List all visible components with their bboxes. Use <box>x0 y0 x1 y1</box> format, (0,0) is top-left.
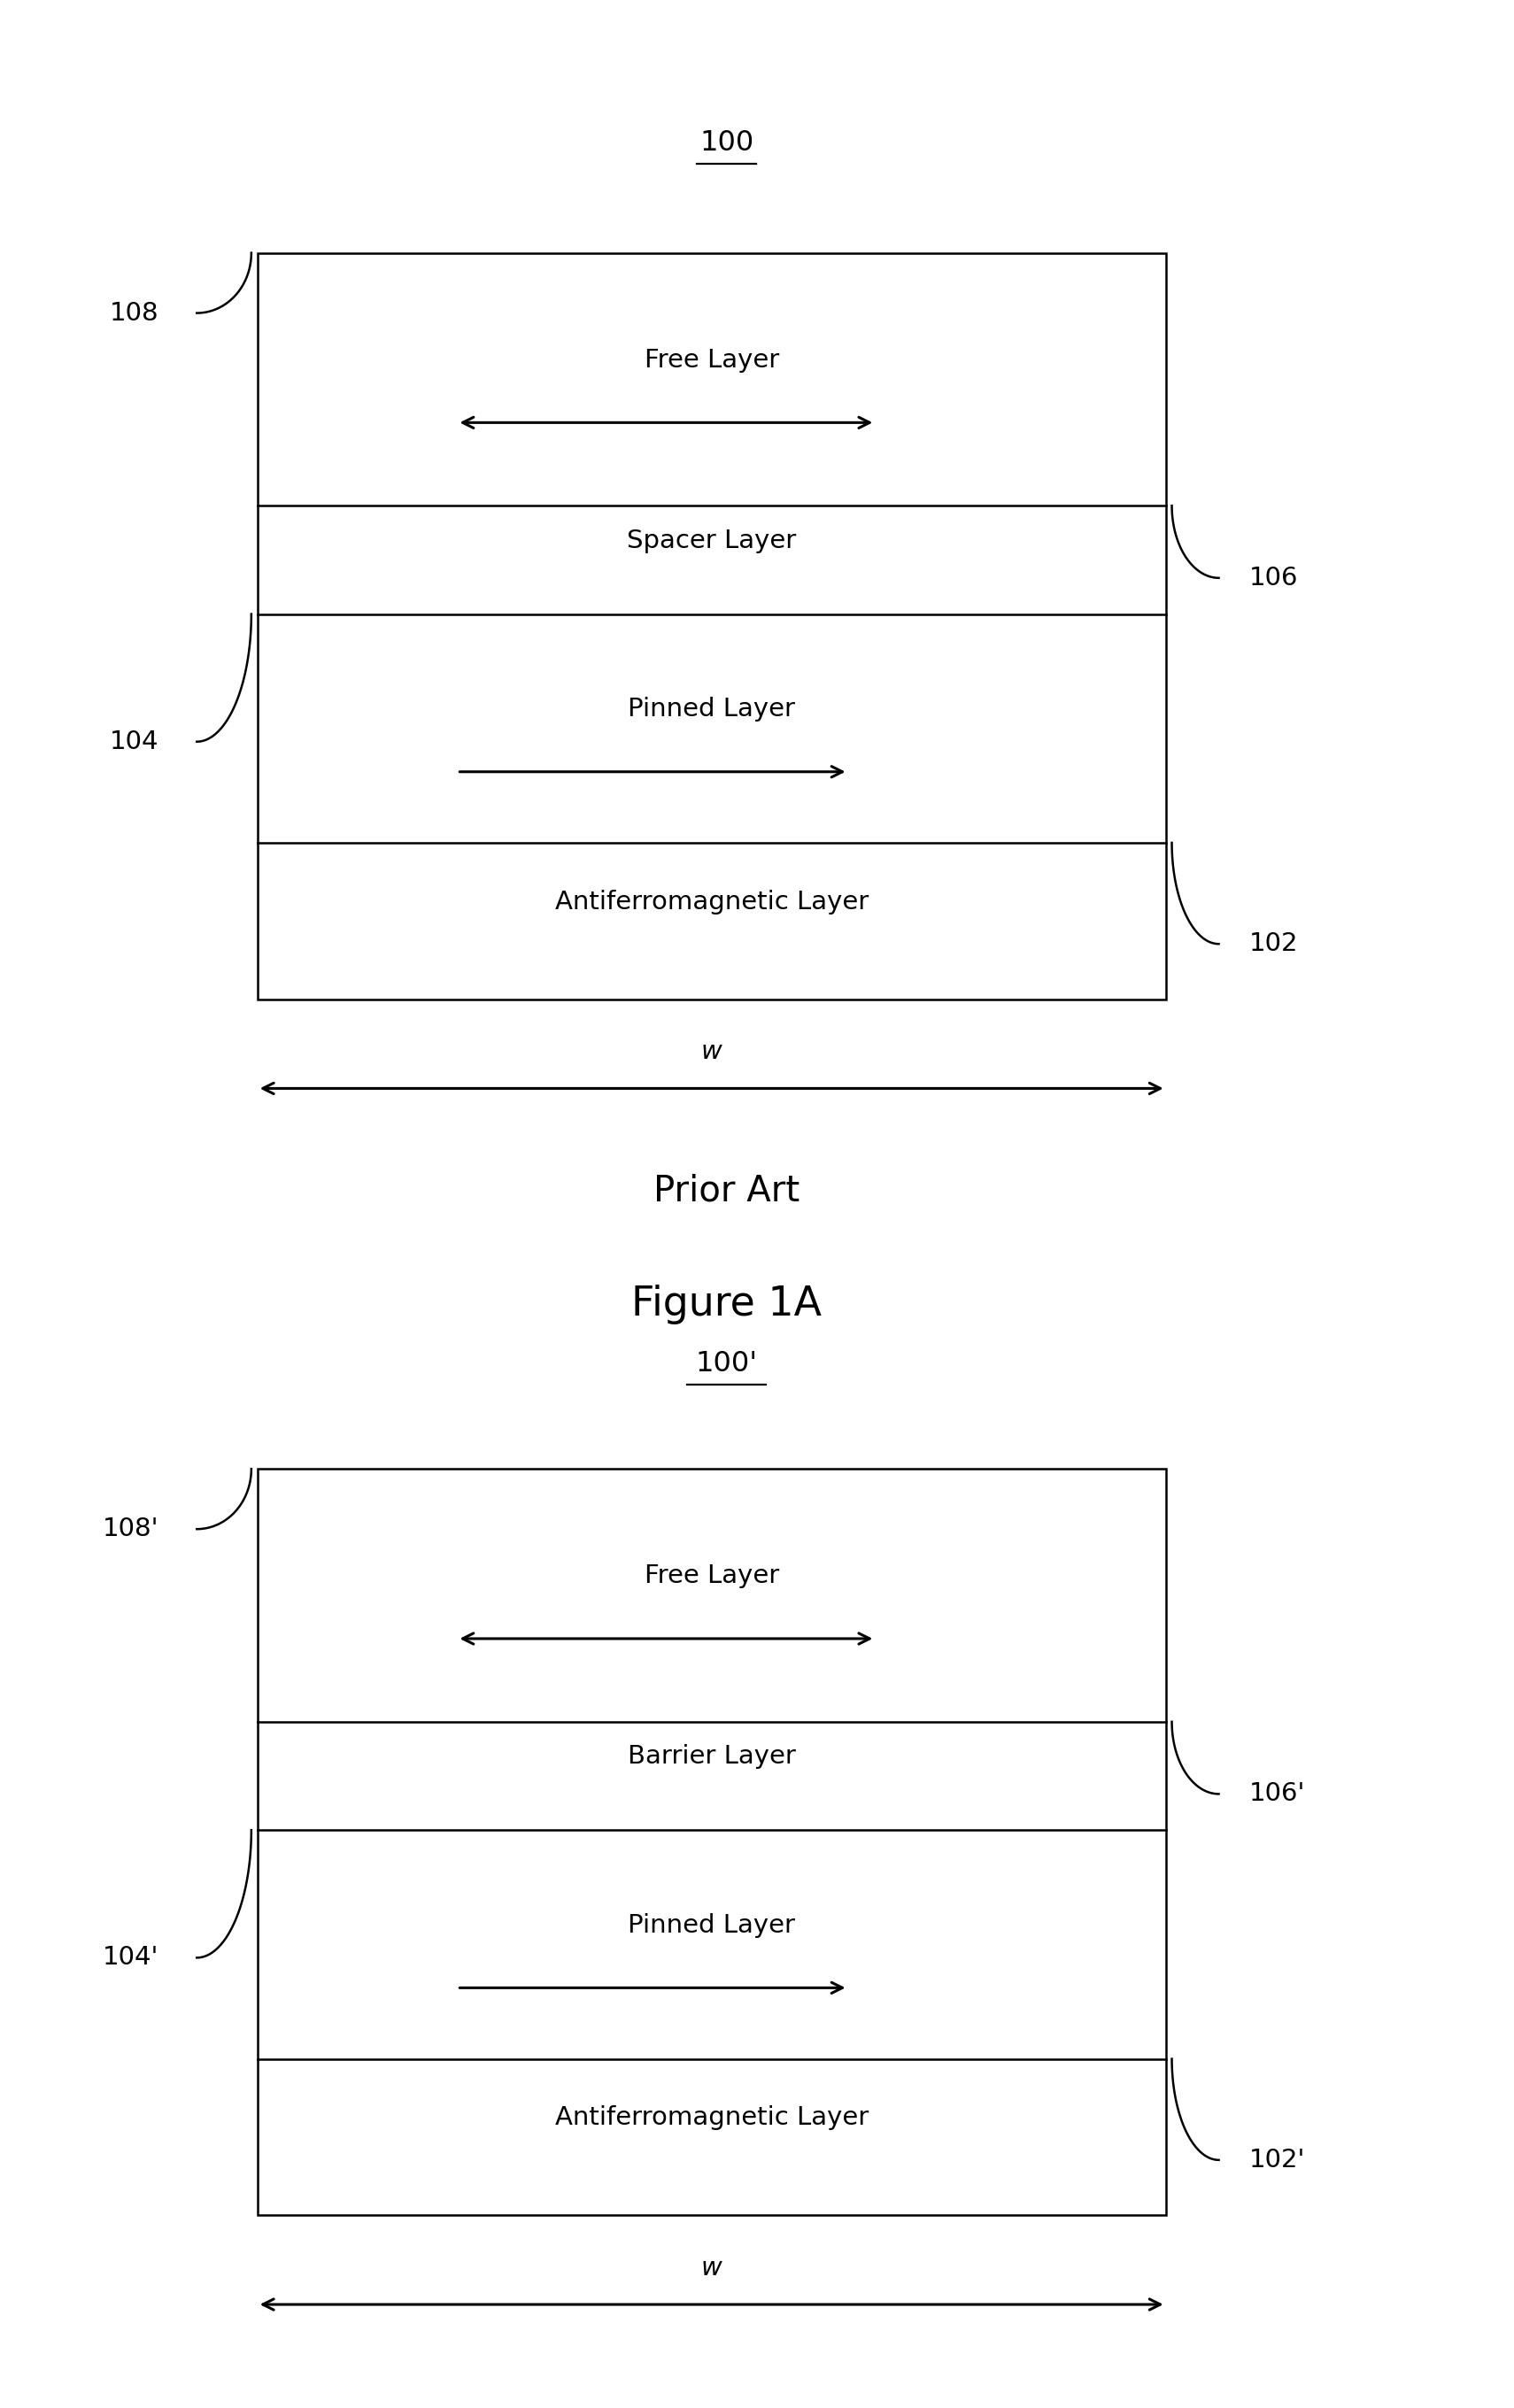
Text: Pinned Layer: Pinned Layer <box>628 696 795 722</box>
Text: 100: 100 <box>699 130 754 157</box>
Text: Pinned Layer: Pinned Layer <box>628 1912 795 1938</box>
Text: Barrier Layer: Barrier Layer <box>627 1743 796 1770</box>
Text: 108: 108 <box>109 301 159 325</box>
Text: Prior Art: Prior Art <box>654 1173 799 1209</box>
Text: Free Layer: Free Layer <box>643 1563 780 1589</box>
Text: w: w <box>701 1040 722 1064</box>
Text: 102: 102 <box>1249 932 1297 956</box>
Text: Antiferromagnetic Layer: Antiferromagnetic Layer <box>554 889 869 915</box>
Text: Antiferromagnetic Layer: Antiferromagnetic Layer <box>554 2105 869 2131</box>
Text: Free Layer: Free Layer <box>643 347 780 373</box>
Text: Spacer Layer: Spacer Layer <box>627 527 796 554</box>
Bar <box>257 1469 1166 2215</box>
Text: 102': 102' <box>1249 2148 1305 2172</box>
Text: 106: 106 <box>1249 566 1297 590</box>
Text: 108': 108' <box>103 1517 159 1541</box>
Bar <box>257 253 1166 999</box>
Text: 100': 100' <box>695 1351 759 1377</box>
Text: 104': 104' <box>103 1946 159 1970</box>
Text: 104: 104 <box>111 730 159 754</box>
Text: w: w <box>701 2256 722 2280</box>
Text: Figure 1A: Figure 1A <box>631 1283 822 1324</box>
Text: 106': 106' <box>1249 1782 1305 1806</box>
